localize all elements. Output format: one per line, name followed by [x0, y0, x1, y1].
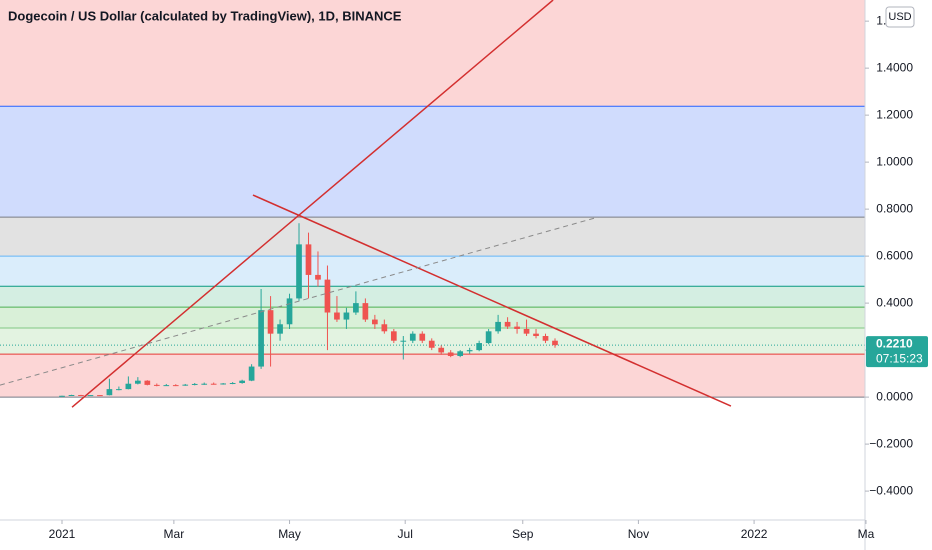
y-tick-label: 1.4000 — [876, 60, 913, 74]
y-tick-label: 1.2000 — [876, 107, 913, 121]
candle-body — [68, 394, 75, 396]
candle-body — [457, 351, 464, 356]
price-axis-panel — [865, 0, 932, 550]
candle-body — [334, 312, 340, 320]
candle-body — [201, 383, 208, 385]
candle-body — [286, 298, 293, 325]
last-price-badge — [866, 336, 928, 368]
x-tick-label: 2022 — [741, 527, 768, 541]
candle-body — [267, 310, 274, 334]
candle-body — [381, 324, 388, 332]
candle-body — [485, 331, 492, 344]
x-tick-label: 2021 — [49, 527, 76, 541]
candle-body — [135, 380, 141, 384]
currency-box[interactable] — [885, 6, 915, 28]
candle-body — [324, 279, 331, 313]
candle-body — [239, 380, 245, 384]
candle-body — [343, 312, 350, 320]
y-tick-label: −0.4000 — [869, 483, 913, 497]
candle-body — [59, 395, 65, 397]
candle-body — [182, 384, 189, 386]
y-tick-label: −0.2000 — [869, 436, 913, 450]
zone — [0, 0, 865, 107]
zone — [0, 286, 865, 308]
candle-body — [315, 274, 321, 280]
countdown: 07:15:23 — [876, 351, 923, 365]
candle-body — [172, 385, 179, 387]
x-tick-label: Mar — [164, 527, 185, 541]
candle-body — [372, 319, 378, 325]
candle-body — [116, 389, 122, 391]
candle-body — [504, 321, 511, 327]
candle-body — [409, 333, 416, 341]
candle-body — [163, 385, 170, 387]
candle-body — [419, 333, 426, 341]
candle-body — [97, 395, 103, 397]
candle-body — [533, 333, 539, 337]
last-price-label: 0.2210 — [876, 336, 913, 350]
candle-body — [447, 352, 454, 356]
x-tick-label: May — [278, 527, 301, 541]
candle-body — [277, 324, 283, 334]
y-tick-label: 0.6000 — [876, 248, 913, 262]
candle-body — [191, 383, 198, 385]
candle-body — [495, 321, 501, 332]
candle-body — [466, 350, 473, 352]
candle-body — [476, 343, 482, 351]
candle-body — [106, 389, 113, 396]
x-tick-label: Jul — [398, 527, 413, 541]
candle-body — [353, 303, 359, 313]
candle-body — [305, 244, 312, 275]
candle-body — [258, 310, 264, 367]
y-tick-label: 0.4000 — [876, 295, 913, 309]
candle-body — [78, 394, 84, 396]
x-tick-label: Nov — [628, 527, 649, 541]
candle-body — [220, 383, 227, 385]
candle-body — [542, 336, 549, 341]
currency[interactable]: USD — [888, 11, 911, 23]
candle-body — [296, 244, 302, 299]
candle-body — [390, 331, 397, 341]
candle-body — [362, 303, 369, 320]
y-tick-label: 0.0000 — [876, 389, 913, 403]
candle-body — [514, 326, 520, 329]
zone — [0, 106, 865, 218]
zone — [0, 256, 865, 287]
zone — [0, 307, 865, 329]
candle-body — [400, 340, 407, 342]
plot-area — [0, 0, 865, 408]
candle-body — [87, 395, 94, 397]
zone — [0, 354, 865, 398]
trend-line — [252, 194, 732, 407]
candle-body — [144, 380, 151, 385]
candle-body — [438, 347, 445, 353]
candle-body — [552, 340, 558, 346]
trend-line — [0, 216, 599, 386]
candle-body — [153, 384, 160, 386]
candle-body — [210, 383, 217, 385]
chart-title: Dogecoin / US Dollar (calculated by Trad… — [8, 8, 402, 23]
candle-body — [248, 366, 255, 381]
axes: −0.4000−0.20000.00000.20000.40000.60000.… — [49, 13, 928, 541]
candle-body — [428, 340, 435, 348]
trend-line — [71, 0, 554, 408]
x-tick-label: Ma — [858, 527, 875, 541]
zone — [0, 217, 865, 257]
y-tick-label: 1.0000 — [876, 154, 913, 168]
candle-body — [125, 383, 132, 390]
candle-body — [523, 328, 530, 334]
x-tick-label: Sep — [512, 527, 534, 541]
candle-body — [229, 383, 236, 385]
y-tick-label: 0.8000 — [876, 201, 913, 215]
